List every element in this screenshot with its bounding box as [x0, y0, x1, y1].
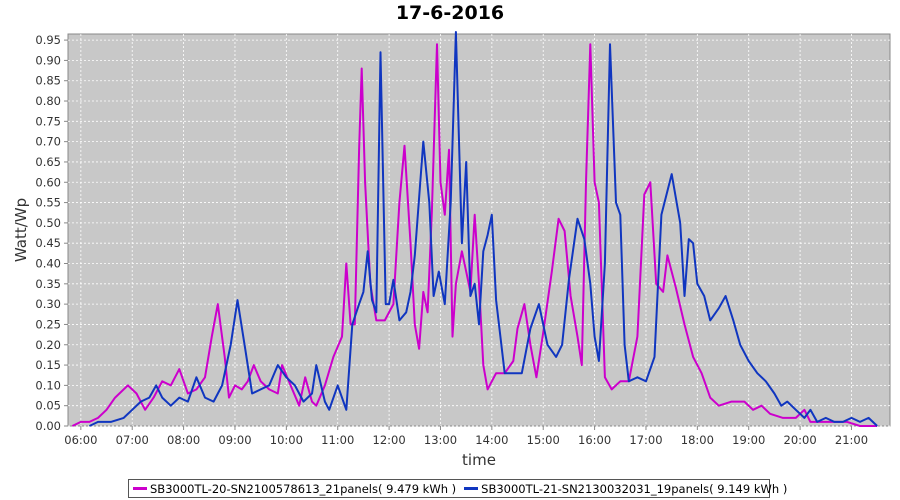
- y-tick-label: 0.10: [35, 378, 61, 392]
- grid-lines: [68, 34, 890, 427]
- y-tick-label: 0.85: [35, 74, 61, 88]
- x-tick-label: 17:00: [629, 433, 662, 447]
- x-axis-label: time: [462, 451, 496, 469]
- x-tick-label: 20:00: [784, 433, 817, 447]
- y-tick-label: 0.60: [35, 175, 61, 189]
- axes: 0.00 0.05 0.10 0.15 0.20 0.25 0.30 0.35 0.40 0.45…: [35, 33, 868, 447]
- x-tick-label: 12:00: [373, 433, 406, 447]
- series-line-2: [88, 31, 878, 427]
- series-layer: [71, 31, 878, 427]
- chart-title: 17-6-2016: [395, 2, 505, 24]
- y-tick-label: 0.30: [35, 297, 61, 311]
- y-tick-label: 0.95: [35, 33, 61, 47]
- x-tick-label: 09:00: [218, 433, 251, 447]
- x-tick-label: 13:00: [424, 433, 457, 447]
- y-tick-label: 0.35: [35, 277, 61, 291]
- x-tick-label: 08:00: [167, 433, 200, 447]
- x-tick-label: 06:00: [64, 433, 97, 447]
- legend-swatch: [464, 487, 479, 490]
- y-tick-label: 0.65: [35, 155, 61, 169]
- legend-swatch: [133, 487, 147, 490]
- x-tick-label: 16:00: [578, 433, 611, 447]
- y-tick-label: 0.70: [35, 135, 61, 149]
- x-tick-label: 21:00: [835, 433, 868, 447]
- plot-area: [67, 33, 891, 427]
- y-tick-label: 0.55: [35, 196, 61, 210]
- y-tick-label: 0.05: [35, 399, 61, 413]
- series-line-1: [71, 43, 878, 427]
- legend-label: SB3000TL-21-SN2130032031_19panels( 9.149…: [481, 481, 788, 496]
- y-tick-label: 0.75: [35, 114, 61, 128]
- y-tick-label: 0.25: [35, 317, 61, 331]
- x-tick-label: 10:00: [270, 433, 303, 447]
- y-tick-label: 0.90: [35, 53, 61, 67]
- x-tick-label: 19:00: [732, 433, 765, 447]
- y-tick-label: 0.80: [35, 94, 61, 108]
- x-tick-label: 15:00: [527, 433, 560, 447]
- y-tick-label: 0.20: [35, 338, 61, 352]
- y-tick-label: 0.40: [35, 257, 61, 271]
- x-tick-label: 18:00: [681, 433, 714, 447]
- y-axis-label: Watt/Wp: [12, 198, 30, 262]
- legend-item-1: SB3000TL-20-SN2100578613_21panels( 9.479…: [133, 482, 456, 496]
- x-tick-label: 11:00: [321, 433, 354, 447]
- y-tick-label: 0.45: [35, 236, 61, 250]
- x-tick-label: 14:00: [475, 433, 508, 447]
- x-tick-label: 07:00: [116, 433, 149, 447]
- y-tick-label: 0.50: [35, 216, 61, 230]
- legend: SB3000TL-20-SN2100578613_21panels( 9.479…: [128, 479, 787, 498]
- legend-item-2: SB3000TL-21-SN2130032031_19panels( 9.149…: [464, 482, 787, 496]
- y-tick-label: 0.00: [35, 419, 61, 433]
- legend-label: SB3000TL-20-SN2100578613_21panels( 9.479…: [150, 481, 457, 496]
- y-tick-label: 0.15: [35, 358, 61, 372]
